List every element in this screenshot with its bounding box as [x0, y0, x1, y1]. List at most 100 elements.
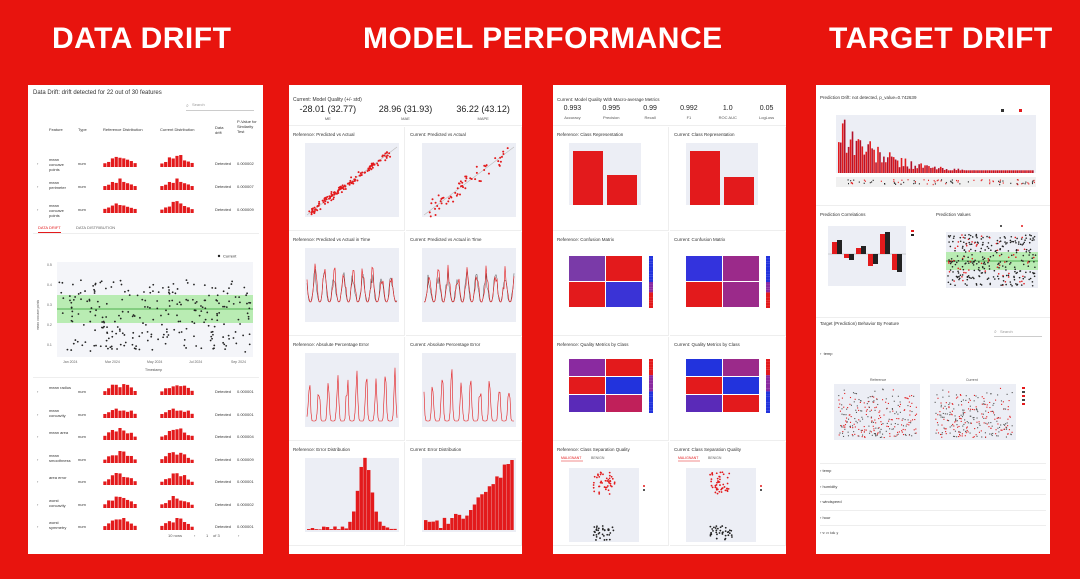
- prediction-point: [950, 258, 953, 260]
- classification-panel: Current: Model Quality With Macro-averag…: [553, 85, 786, 554]
- behavior-point: [966, 429, 968, 432]
- tab-benign[interactable]: BENIGN: [708, 456, 722, 460]
- behavior-point: [856, 422, 858, 424]
- current-point: [115, 332, 118, 335]
- current-point: [214, 287, 217, 290]
- feature-row[interactable]: › hour: [820, 509, 1046, 522]
- expand-row-icon[interactable]: ›: [37, 434, 39, 439]
- behavior-point: [867, 416, 869, 418]
- slider-point: [1033, 181, 1035, 184]
- current-point: [105, 339, 108, 342]
- behavior-point: [976, 409, 978, 411]
- slider-point: [1002, 182, 1004, 184]
- prediction-point: [459, 180, 462, 183]
- prediction-point: [1010, 283, 1012, 286]
- ref-dist-chart-bar: [129, 184, 133, 190]
- cur-dist-chart-bar: [186, 387, 190, 395]
- behavior-point: [844, 392, 846, 395]
- feature-row[interactable]: › windspeed: [820, 494, 1046, 506]
- behavior-point: [951, 410, 953, 412]
- behavior-point: [989, 407, 991, 409]
- expand-row-icon[interactable]: ›: [37, 161, 39, 166]
- prediction-correlations-chart: [820, 222, 930, 312]
- feature-row[interactable]: › temp: [820, 463, 1046, 475]
- prediction-point: [465, 177, 468, 180]
- col-type[interactable]: Type: [78, 127, 87, 132]
- error-bar: [446, 523, 450, 530]
- prediction-bar: [869, 141, 871, 173]
- behavior-point: [847, 407, 849, 409]
- behavior-search-input[interactable]: ⌕ Search: [994, 329, 1042, 337]
- tab-malignant[interactable]: MALIGNANT: [678, 456, 699, 460]
- prediction-point: [995, 242, 998, 245]
- prev-page-icon[interactable]: ‹: [194, 533, 196, 538]
- current-point: [212, 347, 215, 350]
- prediction-point: [999, 261, 1002, 263]
- separation-point: [596, 476, 598, 479]
- tab-malignant[interactable]: MALIGNANT: [561, 456, 582, 460]
- current-point: [94, 314, 97, 317]
- expand-row-icon[interactable]: ›: [37, 184, 39, 189]
- behavior-point: [880, 421, 882, 423]
- current-point: [180, 331, 183, 333]
- rows-per-page-select[interactable]: 10 rows: [168, 533, 183, 538]
- prediction-point: [968, 276, 971, 279]
- prediction-point: [1018, 276, 1021, 279]
- behavior-point: [982, 416, 984, 418]
- error-bar: [502, 464, 507, 530]
- behavior-point: [1011, 425, 1013, 427]
- expand-row-icon[interactable]: ›: [37, 501, 39, 507]
- slider-point: [940, 180, 942, 182]
- behavior-point: [961, 435, 963, 437]
- behavior-point: [988, 422, 990, 424]
- prediction-point: [988, 259, 991, 261]
- col-feature[interactable]: Feature: [49, 127, 63, 132]
- prediction-point: [1029, 238, 1032, 240]
- expand-row-icon[interactable]: ›: [37, 411, 39, 417]
- behavior-point: [965, 399, 967, 401]
- prediction-bar: [981, 170, 983, 173]
- prediction-point: [324, 200, 327, 203]
- col-data-drift[interactable]: Data drift: [215, 125, 224, 135]
- prediction-bar: [955, 170, 958, 173]
- current-point: [230, 283, 233, 285]
- behavior-point: [992, 432, 994, 435]
- behavior-point: [854, 426, 856, 428]
- search-input[interactable]: ⌕ Search: [186, 102, 254, 111]
- plot-area: [930, 384, 1016, 440]
- tab-data-distribution[interactable]: DATA DISTRIBUTION: [76, 225, 116, 230]
- behavior-point: [956, 436, 958, 438]
- behavior-point: [939, 414, 941, 416]
- prediction-point: [997, 273, 1000, 275]
- prediction-point: [500, 155, 503, 158]
- prediction-point: [364, 171, 367, 174]
- prediction-point: [428, 211, 431, 214]
- behavior-point: [876, 398, 878, 401]
- behavior-point: [948, 395, 950, 397]
- separation-point: [599, 473, 602, 476]
- behavior-point: [857, 407, 859, 409]
- predicted-line: [306, 367, 398, 422]
- tab-benign[interactable]: BENIGN: [591, 456, 605, 460]
- chart-title: Reference: Quality Metrics by Class: [557, 342, 629, 347]
- expand-row-icon[interactable]: ›: [37, 207, 39, 212]
- ref-dist-chart-bar: [125, 455, 130, 463]
- prediction-point: [989, 283, 991, 286]
- expand-row-icon[interactable]: ›: [37, 479, 39, 484]
- current-point: [143, 291, 145, 293]
- tab-data-drift[interactable]: DATA DRIFT: [38, 225, 61, 233]
- expand-row-icon[interactable]: ›: [37, 389, 39, 394]
- y-tick-label: 0.4: [47, 283, 52, 287]
- col-pvalue[interactable]: P-Value for Similarity Test: [237, 119, 257, 134]
- range-slider[interactable]: [836, 177, 1036, 187]
- feature-row[interactable]: › humidity: [820, 478, 1046, 491]
- expand-row-icon[interactable]: ›: [37, 524, 39, 529]
- next-page-icon[interactable]: ›: [238, 533, 240, 538]
- expand-row-icon[interactable]: ›: [37, 456, 39, 462]
- separation-point: [721, 471, 724, 474]
- current-point: [101, 316, 104, 319]
- behavior-point: [996, 417, 998, 419]
- current-point: [171, 291, 174, 294]
- feature-row[interactable]: › weekday: [820, 525, 1046, 537]
- feature-row-temp[interactable]: › temp: [820, 351, 832, 356]
